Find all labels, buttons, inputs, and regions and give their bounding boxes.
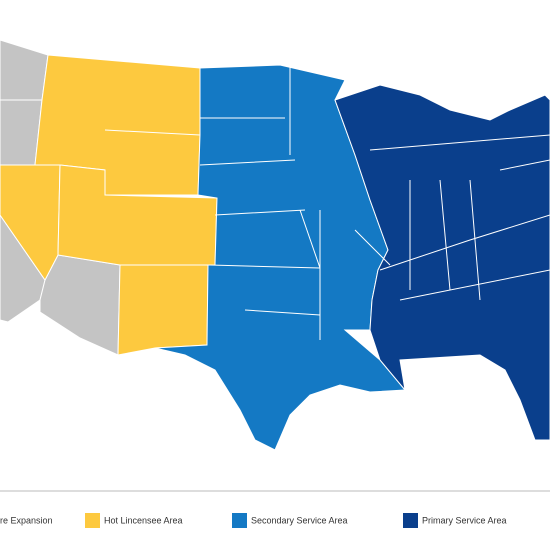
legend-label: Hot Lincensee Area: [104, 515, 183, 525]
region-hot-licensee: [0, 164, 61, 281]
legend-label: Primary Service Area: [422, 515, 507, 525]
region-primary: [334, 84, 550, 441]
legend-label: ure Expansion: [0, 515, 53, 525]
legend: ure Expansion Hot Lincensee Area Secondary…: [0, 513, 507, 528]
regions: [0, 39, 550, 451]
border: [0, 60, 550, 340]
region-expansion: [39, 254, 121, 356]
legend-swatch: [232, 513, 247, 528]
legend-swatch: [85, 513, 100, 528]
legend-label: Secondary Service Area: [251, 515, 348, 525]
region-hot-licensee: [117, 264, 209, 356]
state-borders: [0, 60, 550, 340]
legend-swatch: [403, 513, 418, 528]
